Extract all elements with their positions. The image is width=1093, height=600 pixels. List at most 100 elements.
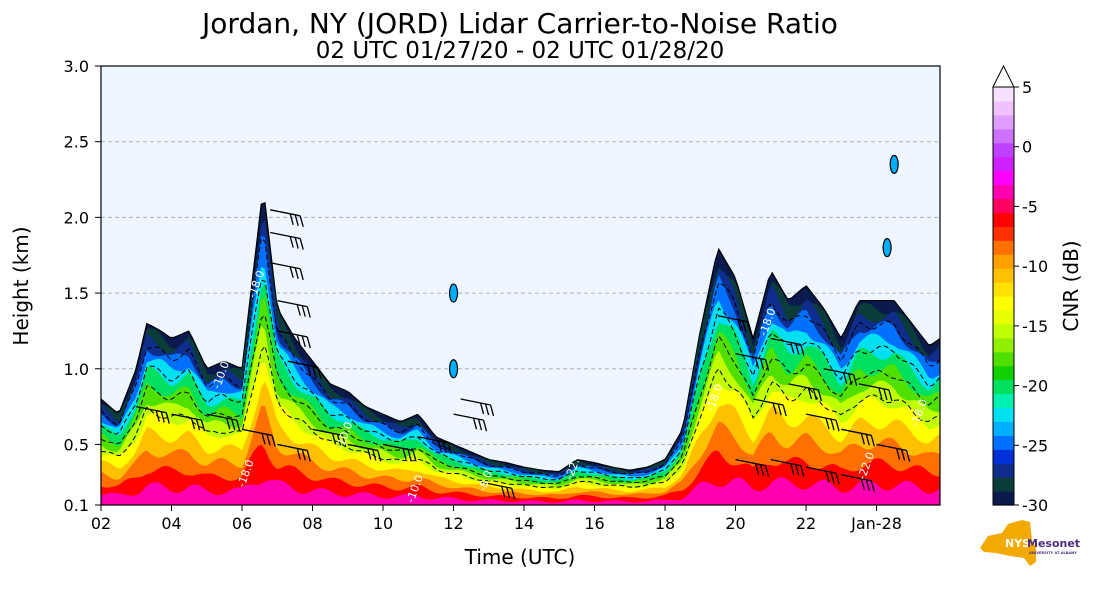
wind-barb-feather (195, 419, 201, 431)
wind-barb-feather (843, 372, 848, 384)
x-tick-label: 04 (161, 514, 181, 533)
colorbar-swatch (993, 435, 1014, 450)
colorbar-swatch (993, 477, 1014, 492)
wind-barb-feather (377, 450, 382, 462)
wind-barb-feather (165, 412, 170, 424)
wind-barb-feather (754, 463, 760, 475)
wind-barb-feather (895, 448, 901, 460)
colorbar-swatch (993, 365, 1014, 381)
logo-mesonet-text: Mesonet (1027, 537, 1080, 550)
wind-barb-feather (437, 440, 442, 453)
wind-barb-feather (317, 367, 322, 379)
wind-barb-feather (835, 472, 840, 485)
wind-barb-feather (825, 470, 830, 483)
wind-barb (418, 436, 452, 455)
wind-barb-feather (737, 319, 742, 331)
wind-barb-feather (372, 449, 377, 461)
wind-barb (136, 405, 170, 424)
x-tick-label: Jan-28 (850, 514, 902, 533)
colorbar-swatch (993, 87, 1014, 102)
wind-barb (735, 352, 770, 371)
wind-barb-feather (747, 321, 752, 333)
wind-barb (735, 458, 770, 477)
wind-barbs (136, 209, 911, 500)
isolated-echo (889, 154, 899, 174)
x-tick-label: 02 (91, 514, 111, 533)
wind-barb (876, 443, 911, 462)
x-axis-label: Time (UTC) (464, 545, 576, 569)
wind-barb (788, 383, 823, 402)
colorbar-swatch (993, 268, 1014, 283)
wind-barb (805, 413, 840, 432)
wind-barb-feather (306, 306, 311, 318)
cnr-contour-line (101, 344, 940, 489)
wind-barb-feather (795, 343, 800, 355)
wind-barb-feather (764, 465, 770, 477)
logo-university-text: UNIVERSITY AT ALBANY (1029, 551, 1077, 555)
colorbar-swatch (993, 393, 1014, 409)
wind-barb (277, 300, 311, 318)
wind-barb-feather (825, 418, 830, 430)
colorbar-tick-label: -10 (1022, 257, 1048, 276)
isolated-echo (448, 283, 459, 303)
wind-barb-feather (848, 373, 853, 385)
wind-barb-feather (200, 420, 206, 432)
wind-barb-feather (742, 320, 747, 332)
colorbar-swatch (993, 449, 1014, 464)
wind-barb (287, 360, 322, 379)
cnr-field (101, 154, 940, 505)
colorbar-swatch (993, 254, 1014, 269)
wind-barb (841, 474, 875, 492)
x-tick-label: 10 (373, 514, 393, 533)
isolated-echo (882, 238, 892, 258)
colorbar-swatch (993, 309, 1014, 325)
wind-barb (171, 413, 206, 432)
wind-barb-feather (790, 342, 795, 354)
wind-barb-feather (817, 389, 823, 402)
wind-barb (277, 443, 311, 462)
cnr-contour-line (101, 237, 940, 477)
wind-barb-feather (407, 449, 412, 461)
wind-barb-feather (301, 305, 306, 317)
wind-barb (453, 413, 488, 432)
x-tick-label: 14 (514, 514, 534, 533)
colorbar-tick-label: 5 (1022, 78, 1032, 97)
wind-barb (241, 428, 276, 447)
y-tick-label: 1.0 (64, 360, 89, 379)
colorbar-tick-label: -30 (1022, 496, 1048, 515)
colorbar-tick-label: -20 (1022, 377, 1048, 396)
wind-barb (347, 443, 382, 462)
wind-barb-feather (511, 488, 516, 500)
wind-barb-feather (790, 463, 795, 475)
colorbar-swatch (993, 282, 1014, 297)
wind-barb-feather (754, 357, 760, 369)
wind-barb-feather (782, 404, 787, 417)
wind-barb-feather (870, 435, 875, 447)
wind-barb (770, 458, 805, 477)
wind-barb-feather (261, 433, 266, 445)
colorbar-swatch (993, 212, 1014, 227)
x-axis: 02 04 06 08 10 12 14 16 18 20 22 Jan-28 (91, 505, 902, 533)
wind-barb-feather (231, 419, 236, 431)
colorbar-swatch (993, 491, 1014, 506)
cnr-contour-line (101, 314, 940, 485)
wind-barb (382, 443, 417, 462)
colorbar-tick-label: -25 (1022, 436, 1048, 455)
wind-barb-feather (294, 237, 299, 249)
colorbar-swatch (993, 379, 1014, 395)
wind-barb (858, 383, 893, 402)
wind-barb-feather (807, 387, 813, 400)
wind-barb-feather (266, 434, 271, 446)
y-tick-label: 1.5 (64, 284, 89, 303)
wind-barb-feather (289, 236, 294, 248)
wind-barb-feather (800, 344, 805, 356)
nys-mesonet-logo: NYS Mesonet UNIVERSITY AT ALBANY (980, 520, 1080, 566)
wind-barb (481, 481, 516, 500)
wind-barb-feather (306, 450, 311, 462)
plot-frame (100, 65, 941, 506)
wind-barb-feather (489, 404, 495, 417)
colorbar-swatch (993, 128, 1014, 144)
wind-barb-feather (299, 238, 304, 250)
wind-barb (770, 337, 805, 356)
